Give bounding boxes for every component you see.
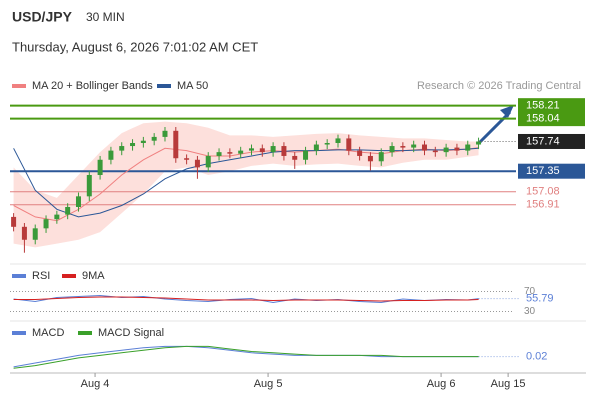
candle-body: [400, 146, 406, 148]
candle-body: [97, 159, 103, 175]
legend-swatch: [12, 331, 26, 335]
level-label: 158.21: [526, 100, 560, 112]
x-tick-label: Aug 6: [427, 378, 456, 390]
candle-body: [227, 152, 233, 154]
candle-body: [248, 148, 254, 151]
forecast-arrow-head: [500, 105, 514, 118]
timeframe: 30 MIN: [86, 10, 125, 24]
candle-body: [119, 146, 125, 151]
level-label-bg: [518, 111, 585, 127]
candle-body: [313, 144, 319, 151]
candle-body: [367, 155, 373, 162]
candle-body: [421, 144, 427, 151]
candle-body: [335, 138, 341, 143]
datetime: Thursday, August 6, 2026 7:01:02 AM CET: [12, 39, 258, 54]
last-value-label: 55.79: [526, 293, 554, 305]
level-label: 157.35: [526, 165, 560, 177]
x-tick-label: Aug 4: [81, 378, 110, 390]
candle-body: [357, 150, 363, 156]
candle-body: [346, 138, 352, 151]
last-price-bg: [518, 133, 585, 149]
legend-label: RSI: [32, 270, 50, 282]
candle-body: [130, 143, 136, 147]
candle-body: [86, 175, 92, 197]
last-value-label: 0.02: [526, 351, 547, 363]
candle-body: [184, 158, 190, 160]
candle-body: [292, 155, 298, 160]
legend-swatch: [12, 274, 26, 278]
candle-body: [324, 143, 330, 145]
candle-body: [259, 148, 265, 153]
candle-body: [75, 196, 81, 207]
candle-body: [216, 152, 222, 156]
candle-body: [21, 226, 27, 240]
legend-swatch: [62, 274, 76, 278]
candle-body: [205, 155, 211, 168]
candle-body: [454, 147, 460, 151]
level-label: 158.04: [526, 113, 560, 125]
candle-body: [151, 136, 157, 141]
legend-label: MA 20 + Bollinger Bands: [32, 80, 153, 92]
legend-swatch: [78, 331, 92, 335]
level-label-bg: [518, 163, 585, 179]
last-price-label: 157.74: [526, 135, 560, 147]
candle-body: [432, 150, 438, 153]
candle-body: [378, 152, 384, 162]
candle-body: [303, 150, 309, 160]
y-tick-label: 30: [524, 306, 536, 317]
symbol: USD/JPY: [12, 9, 73, 25]
candle-body: [270, 146, 276, 153]
candle-body: [54, 214, 60, 220]
level-label: 157.08: [526, 186, 560, 198]
candle-body: [443, 147, 449, 153]
candle-body: [108, 150, 114, 160]
candle-body: [11, 216, 17, 227]
candle-body: [465, 144, 471, 151]
level-label-bg: [518, 98, 585, 114]
x-tick-label: Aug 15: [491, 378, 526, 390]
candle-body: [281, 146, 287, 156]
x-tick-label: Aug 5: [254, 378, 283, 390]
candle-body: [476, 141, 482, 145]
candle-body: [194, 159, 200, 168]
indicator-line: [13, 294, 479, 304]
bollinger-band: [13, 121, 479, 248]
legend-label: MA 50: [177, 80, 208, 92]
indicator-line: [13, 147, 479, 218]
forecast-arrow: [478, 110, 512, 144]
candle-body: [43, 219, 49, 229]
candle-body: [162, 130, 168, 137]
indicator-line: [13, 345, 479, 369]
legend-label: 9MA: [82, 270, 105, 282]
legend-label: MACD: [32, 327, 64, 339]
candle-body: [173, 130, 179, 159]
candle-body: [32, 228, 38, 240]
y-tick-label: 70: [524, 286, 536, 297]
legend-label: MACD Signal: [98, 327, 164, 339]
legend-swatch: [12, 84, 26, 88]
candle-body: [411, 144, 417, 148]
candle-body: [389, 146, 395, 153]
candle-body: [140, 140, 146, 143]
indicator-line: [13, 296, 479, 302]
legend-swatch: [157, 84, 171, 88]
credit: Research © 2026 Trading Central: [417, 80, 581, 92]
candle-body: [238, 150, 244, 154]
candle-body: [65, 207, 71, 215]
level-label: 156.91: [526, 199, 560, 211]
